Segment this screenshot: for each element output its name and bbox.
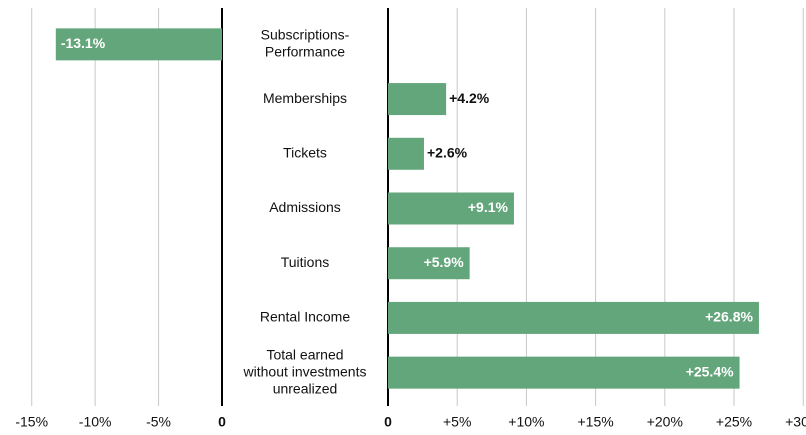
bar — [55, 28, 223, 61]
x-tick-label: +20% — [647, 414, 683, 430]
category-label: unrealized — [273, 380, 338, 396]
value-label: +4.2% — [449, 90, 490, 106]
bar — [388, 137, 424, 170]
value-label: +26.8% — [705, 309, 753, 325]
category-label: without investments — [243, 363, 367, 379]
x-tick-label: +15% — [578, 414, 614, 430]
x-tick-label: -15% — [15, 414, 48, 430]
category-label: Subscriptions- — [261, 27, 350, 43]
x-tick-label: +25% — [716, 414, 752, 430]
category-label: Performance — [265, 44, 345, 60]
value-label: +25.4% — [686, 363, 734, 379]
x-tick-label: +30% — [785, 414, 806, 430]
bar — [388, 356, 740, 389]
x-tick-label: 0 — [384, 414, 392, 430]
category-label: Tuitions — [281, 254, 330, 270]
category-label: Total earned — [266, 346, 343, 362]
x-tick-label: +10% — [508, 414, 544, 430]
bar — [388, 301, 759, 334]
category-label: Memberships — [263, 90, 347, 106]
bar — [388, 83, 447, 116]
x-tick-label: -10% — [79, 414, 112, 430]
x-tick-label: -5% — [146, 414, 171, 430]
value-label: -13.1% — [61, 35, 106, 51]
category-label: Rental Income — [260, 309, 350, 325]
bar — [388, 247, 470, 280]
category-label: Tickets — [283, 144, 327, 160]
x-tick-label: 0 — [218, 414, 226, 430]
x-tick-label: +5% — [443, 414, 471, 430]
category-label: Admissions — [269, 199, 341, 215]
value-label: +2.6% — [427, 144, 468, 160]
bar — [388, 192, 514, 225]
value-label: +9.1% — [468, 199, 509, 215]
value-label: +5.9% — [424, 254, 465, 270]
